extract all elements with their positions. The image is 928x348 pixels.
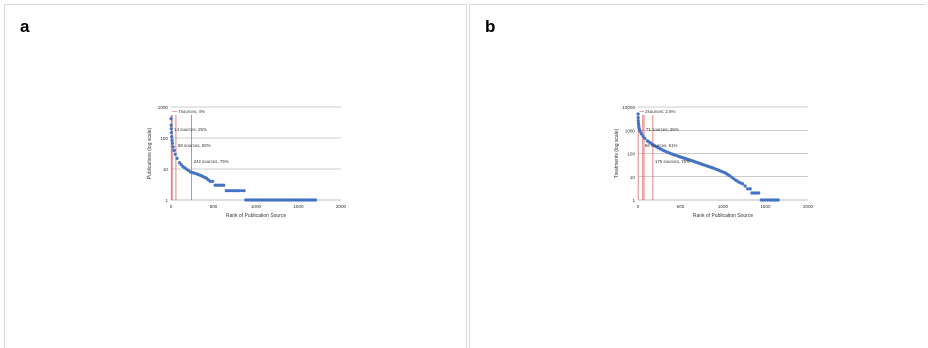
chart-b: 1 10 100 1000 10000 0 500 1000 1500 2000 Rank of P…: [614, 105, 814, 219]
x-tick-label: 1500: [760, 204, 771, 209]
x-tick-label: 2000: [336, 204, 347, 209]
y-tick-label: 10: [163, 167, 169, 172]
data-point: [208, 179, 212, 183]
data-point: [222, 183, 226, 187]
x-tick-label: 1500: [293, 204, 304, 209]
data-point: [313, 198, 318, 202]
chart-a: 1 10 100 1000 0 500 1000 1500 2000 Rank of Public…: [147, 105, 347, 219]
y-axis-title: Publications (log scale): [147, 127, 153, 179]
data-point: [743, 184, 747, 188]
data-point: [169, 130, 174, 135]
data-point: [169, 123, 173, 127]
data-point: [748, 187, 752, 191]
y-tick-label: 100: [627, 152, 635, 157]
data-point: [639, 132, 643, 136]
data-point: [746, 187, 750, 191]
data-point: [740, 182, 745, 186]
y-tick-label: 1: [165, 198, 168, 203]
marker-label: 2sources: 2.6%: [645, 109, 675, 114]
data-point: [636, 119, 640, 123]
data-point: [638, 129, 642, 133]
data-point: [237, 189, 241, 193]
data-point: [169, 117, 173, 121]
marker-label: 175 sources, 75%: [655, 159, 690, 164]
x-tick-label: 1000: [251, 204, 262, 209]
data-point: [242, 189, 246, 193]
x-tick-label: 1000: [718, 204, 729, 209]
y-axis-title: Treatments (log scale): [614, 128, 620, 178]
panel-letter: a: [20, 17, 30, 36]
data-point: [636, 116, 640, 120]
marker-label: 71 sources, 25%: [646, 127, 679, 132]
data-point: [171, 145, 175, 149]
data-point: [170, 138, 174, 142]
y-tick-label: 10: [630, 175, 636, 180]
x-tick-label: 0: [637, 204, 640, 209]
data-point: [169, 127, 173, 131]
y-tick-label: 1000: [158, 105, 169, 110]
data-point: [175, 156, 179, 160]
marker-label: 242 sources, 75%: [194, 159, 229, 164]
data-point: [239, 189, 244, 193]
data-point: [636, 112, 640, 116]
data-point: [757, 191, 761, 195]
data-point: [643, 136, 647, 140]
x-tick-label: 0: [170, 204, 173, 209]
x-tick-label: 2000: [803, 204, 814, 209]
data-point: [211, 179, 215, 183]
y-tick-label: 10000: [622, 105, 635, 110]
panel-letter: b: [485, 17, 496, 36]
x-tick-label: 500: [677, 204, 685, 209]
data-point: [170, 135, 174, 139]
data-point: [172, 148, 176, 152]
panel-a: a 1 10 100 1000 0 500 1000 1500 2000 Rank of Publ…: [4, 4, 467, 348]
panel-b: b 1 10 100 1000 10000 0 500 1000 1500 2000 Rank of…: [469, 4, 926, 348]
x-axis-title: Rank of Publication Source: [226, 213, 287, 219]
marker-label: 7sources, 4%: [178, 109, 205, 114]
y-tick-label: 100: [160, 136, 168, 141]
x-tick-label: 500: [210, 204, 218, 209]
x-axis-title: Rank of Publication Source: [693, 213, 754, 219]
data-point: [170, 141, 175, 145]
marker-label: 58 sources, 50%: [178, 143, 211, 148]
y-tick-label: 1: [632, 198, 635, 203]
marker-label: 56 sources, 51%: [645, 143, 678, 148]
data-point: [776, 198, 780, 202]
data-point: [173, 152, 177, 156]
y-tick-label: 1000: [625, 128, 636, 133]
marker-label: 14 sources, 25%: [174, 127, 207, 132]
